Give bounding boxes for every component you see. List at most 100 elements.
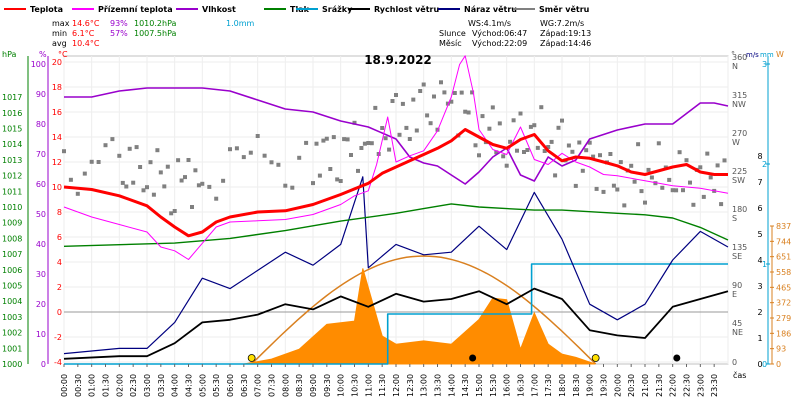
wind-direction-point — [380, 126, 385, 130]
wind-direction-point — [587, 140, 592, 145]
wind-direction-point — [179, 178, 184, 183]
wind-direction-point — [653, 181, 658, 186]
wind-direction-point — [117, 153, 122, 158]
hpa-unit: hPa — [2, 50, 17, 59]
x-tick-label: 21:30 — [655, 374, 664, 397]
pct-tick: 30 — [36, 270, 46, 279]
wind-direction-point — [615, 187, 620, 192]
wind-direction-point — [345, 137, 350, 142]
wind-direction-point — [522, 150, 526, 154]
w-tick: 465 — [776, 283, 791, 292]
x-tick-label: 00:30 — [74, 374, 83, 397]
chart-title: 18.9.2022 — [364, 53, 432, 67]
wind-direction-point — [62, 149, 66, 154]
max-temp: 14.6°C — [72, 19, 100, 28]
wind-direction-point — [411, 97, 416, 102]
wind-direction-point — [421, 82, 426, 87]
wind-direction-point — [404, 125, 409, 130]
wind-direction-point — [459, 90, 464, 95]
ms-unit: m/s — [746, 51, 759, 59]
x-tick-label: 01:00 — [88, 374, 97, 397]
x-tick-label: 19:30 — [600, 374, 609, 397]
pct-tick: 100 — [31, 60, 46, 69]
wind-direction-point — [369, 141, 374, 146]
ground-temperature-line — [63, 55, 729, 260]
wind-direction-point — [698, 165, 703, 170]
wind-direction-point — [497, 121, 502, 126]
dir-tick-compass: N — [732, 62, 738, 71]
wind-direction-point — [577, 140, 582, 145]
x-tick-label: 21:00 — [641, 374, 650, 397]
wind-direction-point — [390, 99, 395, 103]
wind-direction-point — [138, 165, 143, 169]
dir-tick-compass: NE — [732, 328, 743, 337]
wind-direction-point — [629, 163, 634, 168]
wind-direction-point — [200, 181, 205, 186]
temp-unit: °C — [58, 50, 68, 59]
wind-direction-point — [248, 150, 253, 155]
dir-tick-compass: SW — [732, 176, 745, 185]
legend-label: Náraz větru — [464, 4, 517, 14]
wind-direction-point — [234, 146, 239, 151]
hpa-tick: 1002 — [2, 329, 22, 338]
ms-tick: 4 — [757, 256, 762, 265]
hpa-tick: 1009 — [2, 219, 22, 228]
moon-label: Měsíc — [439, 39, 462, 48]
ms-tick: 0 — [757, 360, 762, 369]
x-tick-label: 09:30 — [323, 374, 332, 397]
wind-direction-point — [525, 148, 530, 152]
hpa-tick: 1013 — [2, 156, 22, 165]
ms-tick: 7 — [757, 178, 762, 187]
min-label: min — [52, 29, 67, 38]
wind-direction-point — [418, 89, 423, 93]
dir-tick: 135 — [732, 243, 747, 252]
x-tick-label: 15:30 — [489, 374, 498, 397]
wind-direction-point — [515, 148, 519, 153]
x-tick-label: 19:00 — [586, 374, 595, 397]
hpa-tick: 1008 — [2, 234, 22, 243]
temp-tick: 18 — [52, 83, 62, 92]
wind-direction-point — [477, 153, 481, 158]
temp-tick: -2 — [54, 333, 62, 342]
wind-direction-point — [317, 173, 322, 178]
x-tick-label: 07:30 — [268, 374, 277, 397]
wind-direction-point — [141, 188, 146, 193]
wind-direction-point — [715, 163, 720, 168]
wind-direction-point — [584, 148, 589, 153]
dir-tick-compass: S — [732, 214, 737, 223]
wind-direction-point — [442, 90, 447, 95]
wind-direction-point — [611, 183, 616, 188]
legend-label: Přízemní teplota — [98, 5, 173, 14]
wind-direction-point — [594, 186, 599, 191]
mm-tick: 1 — [762, 260, 767, 269]
sun-curve — [251, 255, 597, 365]
temp-tick: 16 — [52, 108, 62, 117]
wind-direction-point — [151, 192, 156, 197]
wind-direction-point — [359, 146, 364, 150]
x-tick-label: 10:00 — [337, 374, 346, 397]
temp-tick: 8 — [57, 208, 62, 217]
wind-direction-point — [473, 143, 478, 148]
wind-direction-point — [504, 163, 509, 168]
x-tick-label: 04:30 — [185, 374, 194, 397]
wind-direction-point — [646, 167, 651, 172]
min-temp: 6.1°C — [72, 29, 95, 38]
wind-direction-point — [432, 94, 436, 99]
dir-unit: ° — [731, 50, 735, 59]
x-tick-label: 23:30 — [710, 374, 719, 397]
wind-direction-point — [539, 105, 544, 110]
wind-direction-point — [196, 183, 201, 188]
legend-label: Rychlost větru — [374, 4, 439, 14]
wind-direction-point — [608, 152, 613, 156]
w-tick: 372 — [776, 299, 791, 308]
x-tick-label: 10:30 — [351, 374, 360, 397]
solar-radiation-area — [243, 268, 596, 365]
mm-tick: 0 — [762, 360, 767, 369]
wind-direction-point — [660, 185, 665, 190]
wind-gust-line — [63, 176, 729, 355]
x-tick-label: 00:00 — [60, 374, 69, 397]
wind-direction-point — [636, 142, 641, 147]
wind-direction-point — [373, 105, 378, 110]
x-tick-label: 06:00 — [226, 374, 235, 397]
wind-direction-point — [172, 209, 177, 213]
